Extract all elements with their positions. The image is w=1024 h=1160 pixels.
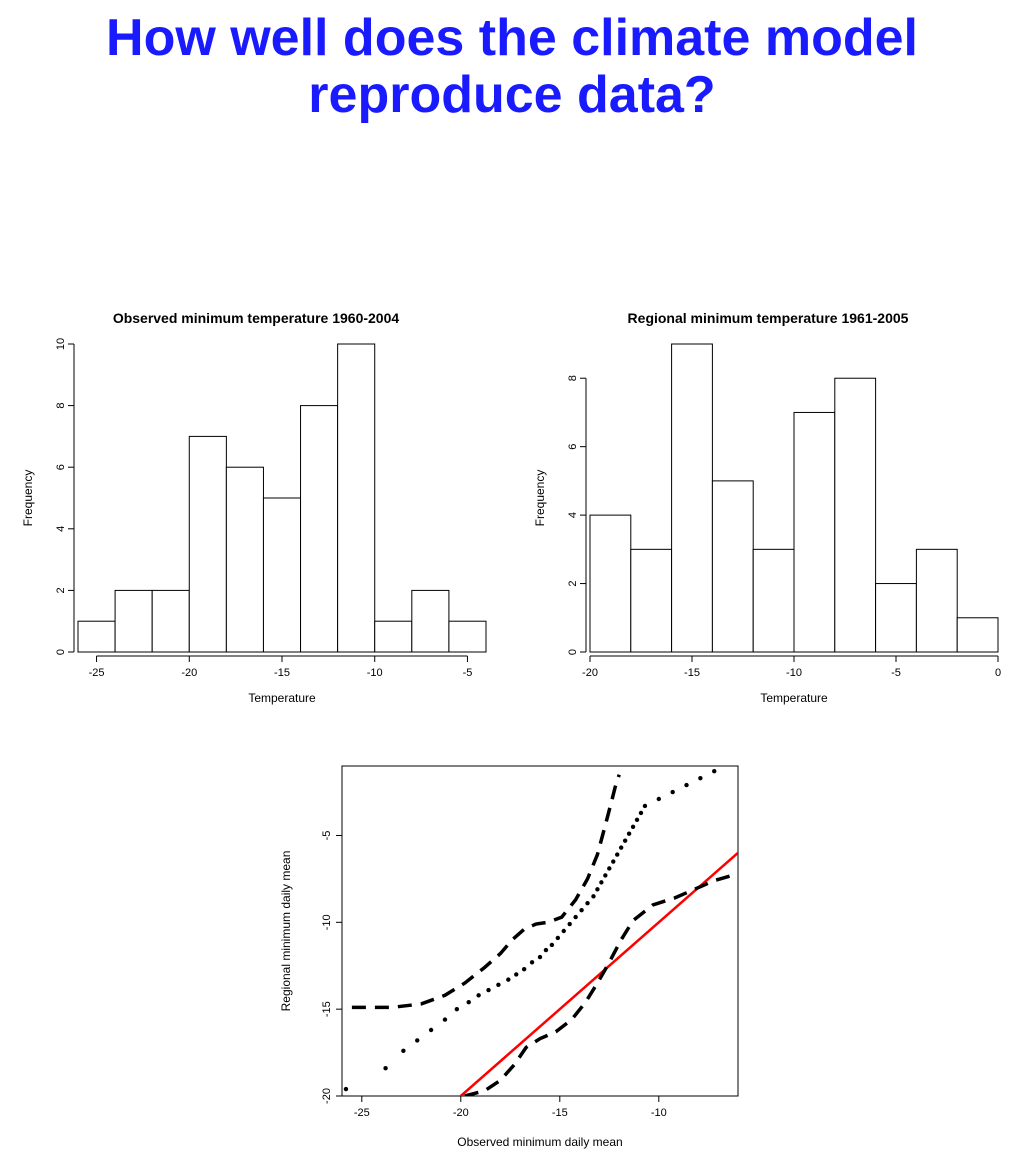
svg-text:Regional minimum daily mean: Regional minimum daily mean [279, 851, 293, 1012]
svg-text:Temperature: Temperature [248, 691, 316, 705]
page-title: How well does the climate model reproduc… [0, 10, 1024, 124]
scatter-svg: -25 -20 -15 -10 Observed minimum daily mean -… [272, 758, 752, 1158]
svg-text:0: 0 [567, 649, 579, 655]
svg-text:-5: -5 [891, 667, 901, 679]
svg-text:Frequency: Frequency [21, 470, 35, 527]
histogram-right-svg: -20 -15 -10 -5 0 Temperature 0 2 4 6 8 Frequency [528, 334, 1008, 714]
histogram-left-svg: -25 -20 -15 -10 -5 Temperature 0 2 4 6 8 10 Frequenc… [16, 334, 496, 714]
svg-text:2: 2 [55, 587, 67, 593]
svg-text:-15: -15 [321, 1001, 333, 1017]
svg-text:10: 10 [55, 338, 67, 350]
svg-text:Frequency: Frequency [533, 470, 547, 527]
svg-text:-25: -25 [89, 667, 105, 679]
histogram-right-title: Regional minimum temperature 1961-2005 [528, 310, 1008, 326]
page: How well does the climate model reproduc… [0, 0, 1024, 1160]
svg-text:8: 8 [55, 403, 67, 409]
svg-text:-5: -5 [321, 831, 333, 841]
histogram-right: Regional minimum temperature 1961-2005 -… [528, 310, 1008, 714]
histogram-left-title: Observed minimum temperature 1960-2004 [16, 310, 496, 326]
svg-text:6: 6 [55, 464, 67, 470]
svg-text:4: 4 [55, 526, 67, 532]
scatter-plot: -25 -20 -15 -10 Observed minimum daily mean -… [272, 758, 752, 1158]
svg-text:6: 6 [567, 444, 579, 450]
svg-text:-10: -10 [367, 667, 383, 679]
svg-text:4: 4 [567, 512, 579, 518]
svg-text:-25: -25 [354, 1107, 370, 1119]
svg-text:Temperature: Temperature [760, 691, 828, 705]
histogram-left: Observed minimum temperature 1960-2004 -… [16, 310, 496, 714]
svg-text:0: 0 [995, 667, 1001, 679]
svg-text:-15: -15 [684, 667, 700, 679]
svg-text:-10: -10 [651, 1107, 667, 1119]
svg-text:-20: -20 [321, 1088, 333, 1104]
svg-text:-20: -20 [453, 1107, 469, 1119]
svg-text:2: 2 [567, 580, 579, 586]
svg-text:-20: -20 [582, 667, 598, 679]
svg-text:-15: -15 [552, 1107, 568, 1119]
svg-text:8: 8 [567, 375, 579, 381]
svg-text:-10: -10 [786, 667, 802, 679]
svg-text:-20: -20 [181, 667, 197, 679]
svg-text:-15: -15 [274, 667, 290, 679]
svg-text:0: 0 [55, 649, 67, 655]
svg-text:-5: -5 [463, 667, 473, 679]
svg-text:Observed minimum daily mean: Observed minimum daily mean [457, 1135, 622, 1149]
histograms-row: Observed minimum temperature 1960-2004 -… [0, 310, 1024, 714]
svg-text:-10: -10 [321, 914, 333, 930]
